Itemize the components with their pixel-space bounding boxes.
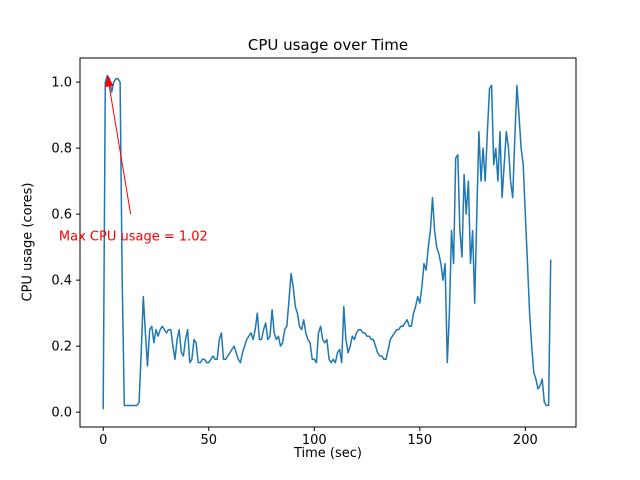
annotation-arrow-line [108,86,132,215]
x-tick-label: 0 [99,433,107,448]
y-tick-label: 0.8 [51,142,72,157]
annotation-arrowhead [104,75,114,88]
y-tick-label: 0.6 [51,208,72,223]
max-annotation-text: Max CPU usage = 1.02 [59,230,208,245]
chart-title: CPU usage over Time [247,36,409,54]
y-tick-label: 0.0 [51,406,72,421]
axes-layer: 0 50 100 150 200 0.0 0.2 0.4 0.6 0.8 1.0 [51,57,577,448]
y-tick-label: 0.2 [51,340,72,355]
x-tick-label: 150 [407,433,432,448]
x-axis-label: Time (sec) [293,446,362,461]
x-tick-label: 200 [513,433,538,448]
series-layer [102,74,552,410]
x-tick-label: 50 [200,433,217,448]
y-tick-label: 0.4 [51,274,72,289]
cpu-usage-line [102,74,552,410]
plot-border [79,57,577,428]
y-tick-label: 1.0 [51,76,72,91]
annotation-layer: Max CPU usage = 1.02 [59,75,208,245]
x-tick-label: 100 [302,433,327,448]
